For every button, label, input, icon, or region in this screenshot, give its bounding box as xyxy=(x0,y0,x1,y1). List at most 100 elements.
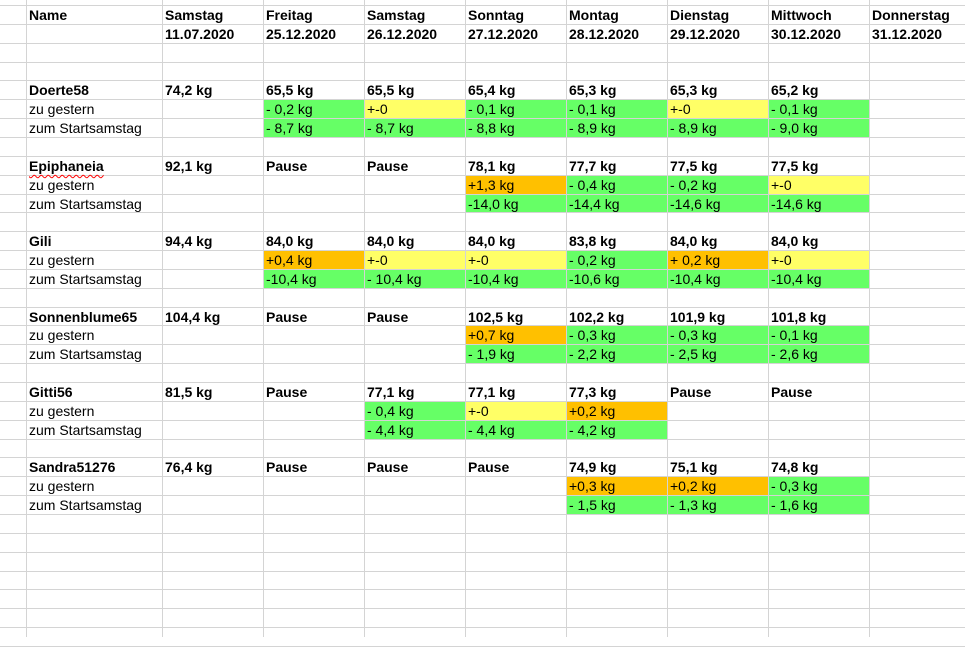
total-cell[interactable] xyxy=(769,421,869,439)
weight-cell[interactable]: 101,9 kg xyxy=(668,308,768,325)
total-cell[interactable]: - 8,7 kg xyxy=(365,119,465,137)
delta-cell[interactable] xyxy=(769,402,869,420)
delta-cell[interactable]: +0,4 kg xyxy=(264,251,364,269)
weight-cell[interactable]: 101,8 kg xyxy=(769,308,869,325)
total-cell[interactable]: - 2,6 kg xyxy=(769,345,869,363)
weight-cell[interactable]: 77,5 kg xyxy=(668,157,768,175)
delta-cell[interactable]: - 0,3 kg xyxy=(769,477,869,495)
weight-cell[interactable]: Pause xyxy=(769,383,869,401)
delta-cell[interactable] xyxy=(466,477,566,495)
header-date-cell[interactable]: 25.12.2020 xyxy=(264,25,364,43)
weight-cell[interactable]: 84,0 kg xyxy=(769,232,869,250)
weight-cell[interactable]: 104,4 kg xyxy=(163,308,263,325)
weight-cell[interactable] xyxy=(870,458,965,476)
weight-cell[interactable] xyxy=(870,232,965,250)
total-cell[interactable] xyxy=(163,270,263,288)
weight-cell[interactable]: 65,5 kg xyxy=(264,81,364,99)
row-label-delta[interactable]: zu gestern xyxy=(27,326,162,344)
total-cell[interactable]: -10,4 kg xyxy=(264,270,364,288)
total-cell[interactable]: -10,4 kg xyxy=(769,270,869,288)
header-date-cell[interactable]: 29.12.2020 xyxy=(668,25,768,43)
weight-cell[interactable] xyxy=(870,81,965,99)
total-cell[interactable]: - 10,4 kg xyxy=(365,270,465,288)
header-day-cell[interactable]: Sonntag xyxy=(466,6,566,24)
total-cell[interactable]: -14,0 kg xyxy=(466,195,566,212)
delta-cell[interactable] xyxy=(870,477,965,495)
delta-cell[interactable]: - 0,2 kg xyxy=(567,251,667,269)
total-cell[interactable]: - 4,4 kg xyxy=(466,421,566,439)
total-cell[interactable] xyxy=(668,421,768,439)
weight-cell[interactable]: 78,1 kg xyxy=(466,157,566,175)
delta-cell[interactable] xyxy=(870,326,965,344)
weight-cell[interactable]: 65,4 kg xyxy=(466,81,566,99)
delta-cell[interactable] xyxy=(264,402,364,420)
weight-cell[interactable]: Pause xyxy=(264,383,364,401)
weight-cell[interactable]: 77,1 kg xyxy=(365,383,465,401)
weight-cell[interactable]: Pause xyxy=(264,308,364,325)
total-cell[interactable] xyxy=(365,345,465,363)
total-cell[interactable] xyxy=(466,496,566,514)
weight-cell[interactable]: 77,5 kg xyxy=(769,157,869,175)
delta-cell[interactable]: - 0,2 kg xyxy=(668,176,768,194)
row-label-total[interactable]: zum Startsamstag xyxy=(27,421,162,439)
total-cell[interactable] xyxy=(365,496,465,514)
delta-cell[interactable]: +-0 xyxy=(668,100,768,118)
header-date-cell[interactable]: 31.12.2020 xyxy=(870,25,965,43)
delta-cell[interactable] xyxy=(163,477,263,495)
weight-cell[interactable]: 84,0 kg xyxy=(668,232,768,250)
weight-cell[interactable]: 92,1 kg xyxy=(163,157,263,175)
total-cell[interactable] xyxy=(163,119,263,137)
weight-cell[interactable]: 65,2 kg xyxy=(769,81,869,99)
delta-cell[interactable] xyxy=(163,176,263,194)
total-cell[interactable]: -10,4 kg xyxy=(466,270,566,288)
delta-cell[interactable] xyxy=(163,100,263,118)
total-cell[interactable] xyxy=(870,421,965,439)
total-cell[interactable]: - 8,7 kg xyxy=(264,119,364,137)
total-cell[interactable]: -10,6 kg xyxy=(567,270,667,288)
total-cell[interactable]: -14,6 kg xyxy=(769,195,869,212)
row-label-total[interactable]: zum Startsamstag xyxy=(27,270,162,288)
row-label-delta[interactable]: zu gestern xyxy=(27,477,162,495)
total-cell[interactable]: - 4,2 kg xyxy=(567,421,667,439)
weight-cell[interactable]: 65,5 kg xyxy=(365,81,465,99)
delta-cell[interactable]: +0,3 kg xyxy=(567,477,667,495)
weight-cell[interactable] xyxy=(870,308,965,325)
participant-name-cell[interactable]: Sonnenblume65 xyxy=(27,308,162,325)
delta-cell[interactable]: - 0,4 kg xyxy=(567,176,667,194)
weight-cell[interactable] xyxy=(870,157,965,175)
participant-name-cell[interactable]: Gitti56 xyxy=(27,383,162,401)
header-day-cell[interactable]: Freitag xyxy=(264,6,364,24)
total-cell[interactable]: - 1,6 kg xyxy=(769,496,869,514)
weight-cell[interactable]: Pause xyxy=(466,458,566,476)
row-label-delta[interactable]: zu gestern xyxy=(27,100,162,118)
row-label-total[interactable]: zum Startsamstag xyxy=(27,195,162,212)
weight-cell[interactable] xyxy=(870,383,965,401)
header-day-cell[interactable]: Samstag xyxy=(365,6,465,24)
delta-cell[interactable]: +0,2 kg xyxy=(668,477,768,495)
delta-cell[interactable]: +-0 xyxy=(466,251,566,269)
total-cell[interactable]: - 1,3 kg xyxy=(668,496,768,514)
delta-cell[interactable]: - 0,3 kg xyxy=(668,326,768,344)
delta-cell[interactable] xyxy=(163,326,263,344)
participant-name-cell[interactable]: Gili xyxy=(27,232,162,250)
delta-cell[interactable] xyxy=(365,176,465,194)
header-date-cell[interactable]: 27.12.2020 xyxy=(466,25,566,43)
weight-cell[interactable]: Pause xyxy=(668,383,768,401)
weight-cell[interactable]: 74,2 kg xyxy=(163,81,263,99)
delta-cell[interactable] xyxy=(365,477,465,495)
weight-cell[interactable]: 83,8 kg xyxy=(567,232,667,250)
row-label-delta[interactable]: zu gestern xyxy=(27,251,162,269)
total-cell[interactable]: -14,6 kg xyxy=(668,195,768,212)
total-cell[interactable] xyxy=(870,496,965,514)
weight-cell[interactable]: 65,3 kg xyxy=(567,81,667,99)
total-cell[interactable] xyxy=(264,345,364,363)
delta-cell[interactable] xyxy=(264,176,364,194)
row-label-total[interactable]: zum Startsamstag xyxy=(27,119,162,137)
delta-cell[interactable]: +-0 xyxy=(769,176,869,194)
delta-cell[interactable]: +-0 xyxy=(365,100,465,118)
participant-name-cell[interactable]: Epiphaneia xyxy=(27,157,162,175)
delta-cell[interactable]: +-0 xyxy=(365,251,465,269)
delta-cell[interactable]: - 0,3 kg xyxy=(567,326,667,344)
total-cell[interactable]: -14,4 kg xyxy=(567,195,667,212)
delta-cell[interactable]: - 0,1 kg xyxy=(466,100,566,118)
